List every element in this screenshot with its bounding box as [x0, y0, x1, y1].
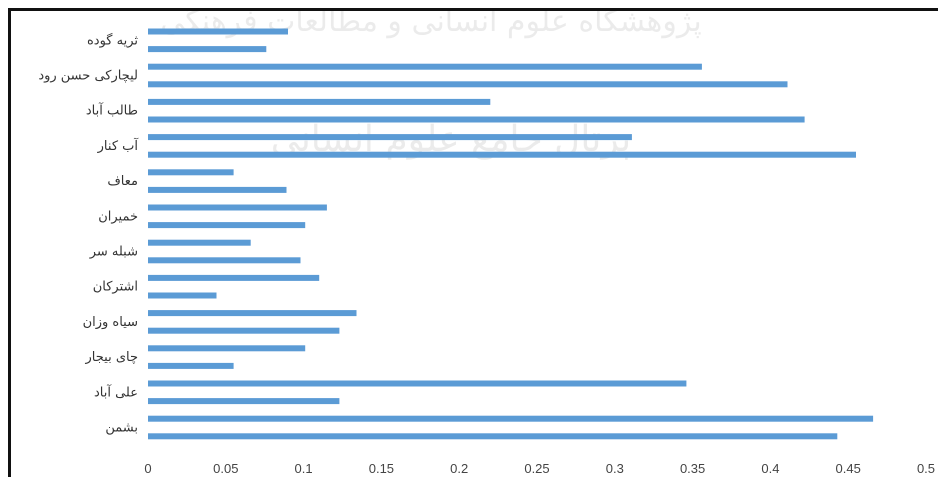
bar-8	[148, 169, 234, 176]
bar-1	[148, 46, 267, 53]
bar-21	[148, 398, 340, 405]
bar-15	[148, 292, 217, 299]
x-tick-label: 0.1	[295, 461, 313, 476]
bar-11	[148, 222, 306, 229]
bar-18	[148, 345, 306, 352]
category-label: خمیران	[98, 209, 138, 224]
chart-area: پژوهشگاه علوم انسانی و مطالعات فرهنگی پر…	[8, 8, 938, 477]
x-tick-label: 0.2	[450, 461, 468, 476]
bar-19	[148, 362, 234, 369]
x-tick-label: 0.15	[369, 461, 394, 476]
bar-0	[148, 28, 288, 35]
category-label: لیچارکی حسن رود	[38, 69, 138, 84]
x-tick-label: 0.3	[606, 461, 624, 476]
category-label: طالب آباد	[86, 102, 138, 119]
bar-22	[148, 415, 874, 422]
bar-10	[148, 204, 327, 211]
category-label: اشترکان	[93, 280, 138, 295]
x-tick-label: 0.35	[680, 461, 705, 476]
bar-9	[148, 186, 287, 193]
category-label: بشمن	[105, 421, 138, 436]
bar-20	[148, 380, 687, 387]
bar-5	[148, 116, 805, 123]
x-tick-label: 0.4	[761, 461, 779, 476]
bar-16	[148, 310, 357, 317]
bar-4	[148, 98, 491, 105]
x-tick-label: 0.25	[524, 461, 549, 476]
category-label: چای بیجار	[85, 350, 138, 365]
bar-6	[148, 134, 632, 141]
bar-13	[148, 257, 301, 264]
bar-chart: پژوهشگاه علوم انسانی و مطالعات فرهنگی پر…	[38, 11, 935, 476]
category-label: آب کنار	[97, 137, 140, 154]
bar-2	[148, 63, 702, 70]
watermark-line-1: پژوهشگاه علوم انسانی و مطالعات فرهنگی	[160, 11, 702, 39]
x-tick-label: 0.45	[836, 461, 861, 476]
bar-14	[148, 274, 320, 281]
bar-12	[148, 239, 251, 246]
x-tick-label: 0.5	[917, 461, 935, 476]
x-tick-label: 0.05	[213, 461, 238, 476]
bar-17	[148, 327, 340, 334]
category-label: سیاه وزان	[83, 315, 138, 330]
category-label: ثریه گوده	[87, 32, 138, 48]
bar-7	[148, 151, 856, 158]
bar-23	[148, 433, 838, 440]
category-label: معاف	[107, 174, 138, 189]
category-label: علی آباد	[94, 383, 138, 400]
category-label: شبله سر	[89, 245, 138, 260]
bar-3	[148, 81, 788, 88]
x-tick-label: 0	[144, 461, 151, 476]
